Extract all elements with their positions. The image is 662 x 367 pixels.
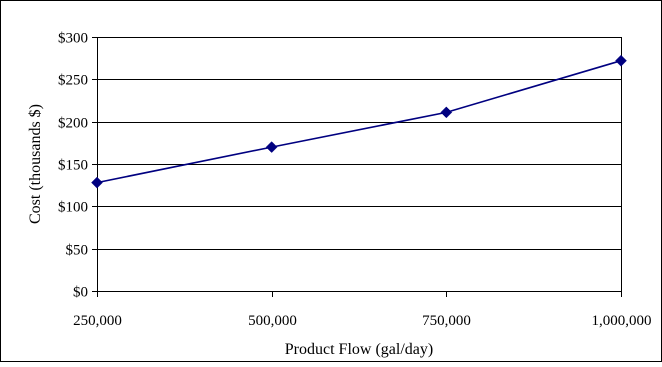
tick-labels: $0 $50 $100 $150 $200 $250 $300 250,000 500,000 7… [58,31,652,330]
series [91,54,627,189]
y-tick-label: $150 [58,158,88,174]
x-tick-label: 500,000 [248,313,297,329]
y-axis-title: Cost (thousands $) [27,104,44,224]
series-line [96,59,622,184]
data-point [91,176,103,189]
axes [92,37,622,297]
y-tick-label: $300 [58,31,88,47]
data-point [440,106,453,119]
y-tick-label: $100 [58,200,88,216]
y-tick-label: $200 [58,116,88,132]
x-tick-label: 250,000 [73,313,122,329]
data-point [615,54,627,67]
y-tick-label: $250 [58,73,88,89]
y-tick-label: $50 [66,243,89,259]
y-tick-label: $0 [73,285,88,301]
x-tick-label: 1,000,000 [592,313,652,329]
x-axis-title: Product Flow (gal/day) [285,341,433,358]
data-point [265,141,278,153]
x-tick-label: 750,000 [422,313,471,329]
